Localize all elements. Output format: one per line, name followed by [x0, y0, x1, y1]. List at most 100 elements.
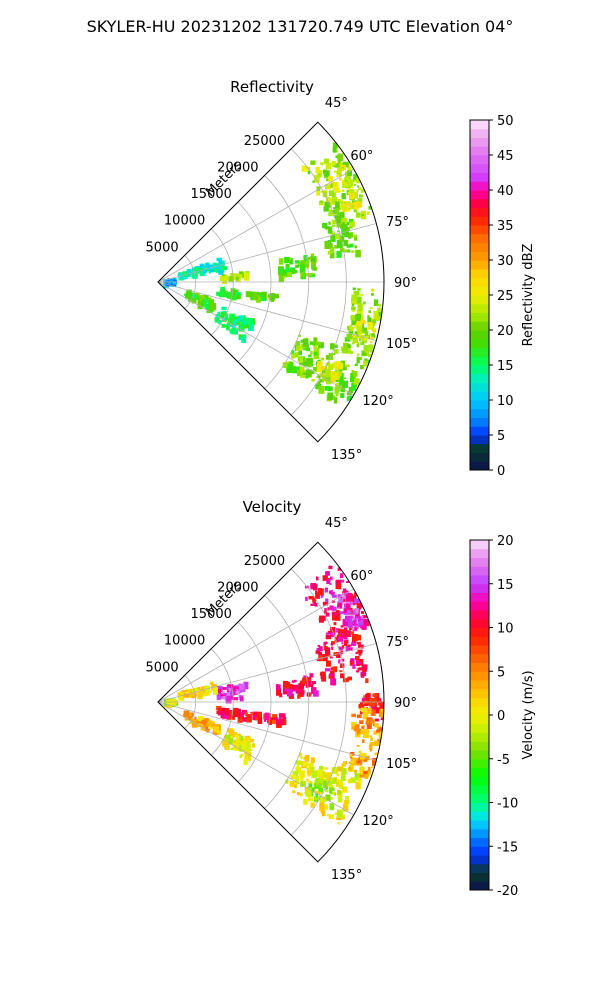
echo-gate [270, 298, 274, 303]
echo-gate [293, 684, 297, 689]
echo-gate [243, 320, 247, 325]
echo-gate [333, 622, 337, 626]
echo-gate [370, 293, 375, 296]
echo-gate [371, 327, 375, 332]
colorbar-segment [470, 461, 489, 471]
echo-gate [199, 295, 206, 303]
echo-gate [346, 201, 350, 205]
echo-gate [236, 735, 243, 744]
echo-gate [335, 171, 338, 173]
echo-gate [316, 190, 320, 196]
echo-gate [363, 360, 368, 367]
echo-gate [307, 256, 311, 261]
echo-gate [235, 734, 240, 739]
echo-gate [359, 708, 362, 711]
echo-gate [325, 363, 329, 366]
echo-gate [315, 166, 320, 174]
echo-gate [299, 366, 305, 372]
colorbar-segment [470, 330, 489, 340]
echo-gate [343, 181, 349, 188]
echo-gate [312, 596, 317, 603]
echo-gate [230, 294, 234, 299]
echo-gate [318, 778, 325, 786]
colorbar-segment [470, 837, 489, 847]
echo-gate [337, 821, 340, 825]
echo-gate [221, 713, 227, 719]
echo-gate [350, 760, 355, 764]
echo-gate [351, 342, 355, 345]
echo-gate [289, 258, 293, 261]
colorbar-tick-label: 10 [497, 622, 514, 637]
echo-gate [308, 354, 312, 358]
radial-tick-label: 20000 [217, 580, 258, 595]
echo-gate [340, 629, 347, 638]
echo-region [322, 215, 361, 259]
colorbar-segment [470, 417, 489, 427]
echo-gate [167, 280, 170, 283]
echo-gate [300, 260, 306, 265]
echo-gate [309, 364, 312, 368]
echo-gate [243, 681, 249, 690]
echo-gate [335, 613, 341, 621]
echo-gate [350, 204, 355, 210]
echo-gate [325, 794, 331, 801]
echo-gate [313, 179, 316, 182]
echo-gate [305, 369, 312, 378]
echo-gate [357, 185, 360, 188]
echo-gate [370, 737, 373, 741]
echo-gate [318, 373, 322, 376]
echo-gate [369, 348, 373, 353]
echo-gate [325, 375, 331, 382]
colorbar-segment [470, 321, 489, 331]
reflectivity-panel: Reflectivity500010000150002000025000Mete… [146, 78, 536, 479]
colorbar-segment [470, 216, 489, 226]
colorbar-segment [470, 610, 489, 620]
echo-gate [376, 729, 380, 733]
echo-gate [339, 248, 345, 253]
echo-gate [275, 684, 281, 691]
echo-gate [336, 773, 339, 777]
echo-gate [361, 611, 365, 614]
echo-gate [309, 683, 314, 688]
echo-gate [367, 315, 370, 318]
echo-gate [237, 714, 240, 718]
echo-gate [243, 324, 250, 329]
echo-gate [299, 357, 304, 363]
echo-gate [217, 711, 223, 716]
echo-gate [363, 757, 368, 762]
echo-gate [343, 636, 348, 640]
echo-gate [333, 207, 336, 210]
colorbar-tick-label: -5 [497, 753, 510, 768]
echo-gate [245, 317, 250, 324]
echo-gate [335, 628, 340, 633]
echo-gate [345, 645, 350, 652]
echo-gate [323, 654, 328, 662]
echo-gate [329, 180, 333, 183]
echo-gate [327, 607, 330, 611]
echo-region [278, 253, 317, 283]
echo-gate [263, 298, 267, 302]
echo-region [245, 291, 279, 303]
echo-gate [331, 606, 337, 611]
echo-gate [308, 677, 312, 680]
echo-gate [297, 766, 302, 770]
echo-gate [275, 721, 280, 725]
echo-gate [342, 238, 345, 242]
echo-gate [349, 627, 353, 631]
echo-region [246, 711, 287, 728]
echo-gate [324, 767, 329, 770]
echo-gate [245, 742, 251, 751]
echo-gate [361, 350, 367, 356]
radial-tick-label: 25000 [244, 134, 285, 149]
echo-gate [223, 692, 227, 696]
echo-gate [361, 707, 367, 713]
echo-gate [325, 660, 331, 667]
echo-gate [348, 766, 352, 771]
echo-gate [346, 333, 353, 340]
echo-gate [354, 655, 360, 661]
echo-gate [328, 673, 334, 677]
echo-gate [372, 693, 378, 697]
echo-gate [197, 301, 203, 310]
echo-region [328, 164, 363, 213]
echo-gate [221, 316, 226, 321]
